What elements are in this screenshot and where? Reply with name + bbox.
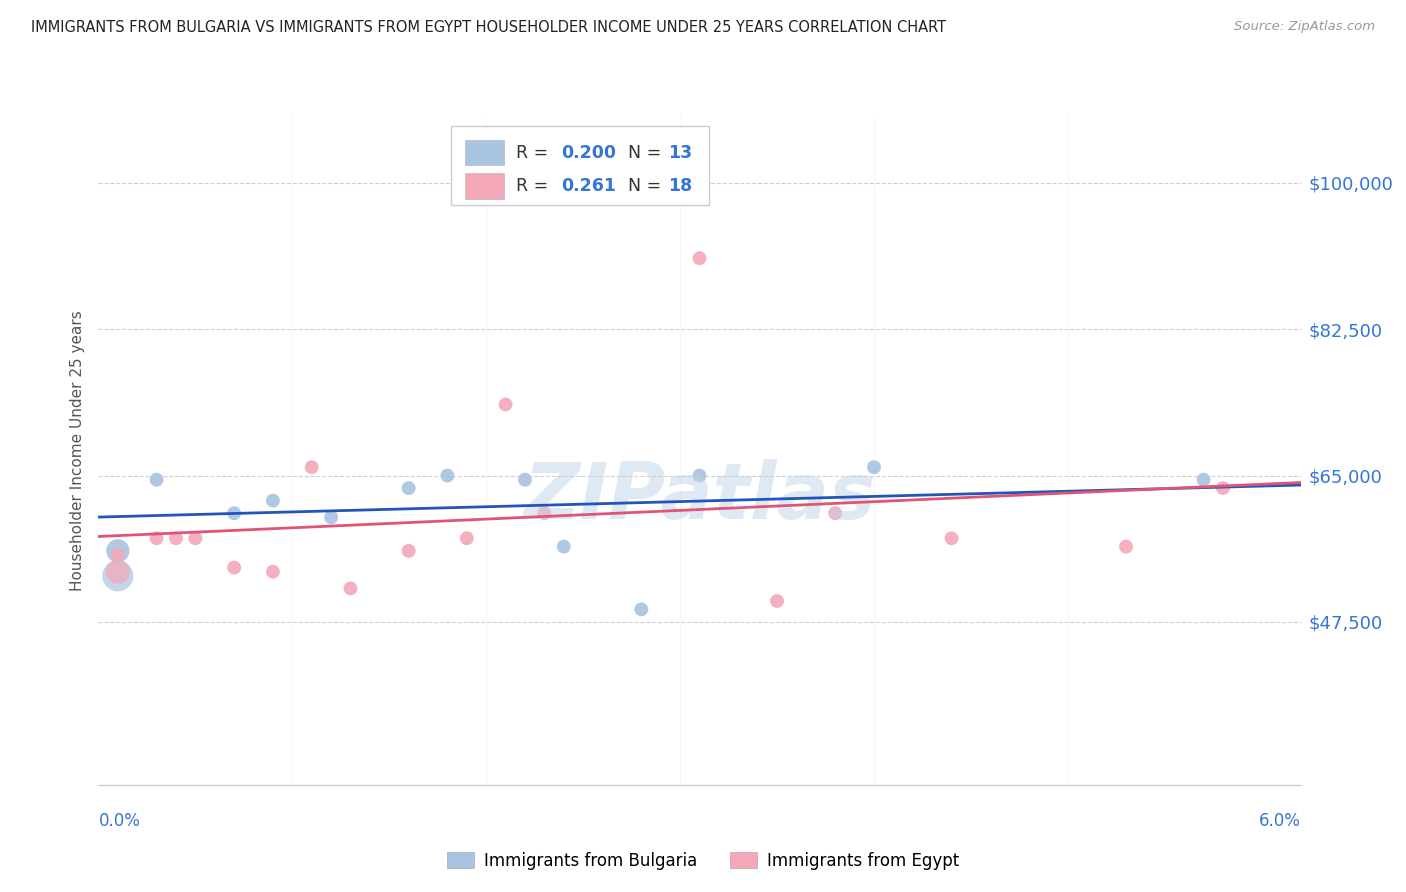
Text: ZIPatlas: ZIPatlas xyxy=(523,459,876,535)
Text: IMMIGRANTS FROM BULGARIA VS IMMIGRANTS FROM EGYPT HOUSEHOLDER INCOME UNDER 25 YE: IMMIGRANTS FROM BULGARIA VS IMMIGRANTS F… xyxy=(31,20,946,35)
Bar xyxy=(451,126,709,205)
Point xyxy=(824,506,846,520)
Point xyxy=(145,531,167,545)
Text: 0.0%: 0.0% xyxy=(98,812,141,830)
Y-axis label: Householder Income Under 25 years: Householder Income Under 25 years xyxy=(69,310,84,591)
Point xyxy=(262,493,284,508)
Point xyxy=(184,531,207,545)
Point xyxy=(107,548,129,562)
Point xyxy=(398,544,420,558)
Bar xyxy=(465,140,503,166)
Point xyxy=(224,506,246,520)
Point xyxy=(513,473,536,487)
Point xyxy=(339,582,361,596)
Point xyxy=(941,531,963,545)
Point xyxy=(165,531,187,545)
Point xyxy=(107,544,129,558)
Legend: Immigrants from Bulgaria, Immigrants from Egypt: Immigrants from Bulgaria, Immigrants fro… xyxy=(440,846,966,877)
Point xyxy=(1212,481,1234,495)
Text: 18: 18 xyxy=(668,178,693,195)
Text: 13: 13 xyxy=(668,144,692,161)
Point xyxy=(436,468,458,483)
Point xyxy=(107,565,129,579)
Point xyxy=(224,560,246,574)
Point xyxy=(319,510,342,524)
Point xyxy=(495,397,517,411)
Point xyxy=(398,481,420,495)
Text: 6.0%: 6.0% xyxy=(1258,812,1301,830)
Text: N =: N = xyxy=(617,144,666,161)
Text: N =: N = xyxy=(617,178,666,195)
Text: Source: ZipAtlas.com: Source: ZipAtlas.com xyxy=(1234,20,1375,33)
Point xyxy=(301,460,323,475)
Point xyxy=(689,251,711,265)
Point xyxy=(145,473,167,487)
Text: 0.200: 0.200 xyxy=(561,144,616,161)
Point xyxy=(1192,473,1215,487)
Bar xyxy=(465,173,503,199)
Point xyxy=(1115,540,1137,554)
Point xyxy=(630,602,652,616)
Point xyxy=(533,506,555,520)
Text: R =: R = xyxy=(516,144,554,161)
Point xyxy=(689,468,711,483)
Point xyxy=(553,540,575,554)
Text: R =: R = xyxy=(516,178,558,195)
Point xyxy=(456,531,478,545)
Point xyxy=(107,569,129,583)
Point xyxy=(262,565,284,579)
Point xyxy=(863,460,886,475)
Text: 0.261: 0.261 xyxy=(561,178,616,195)
Point xyxy=(766,594,789,608)
